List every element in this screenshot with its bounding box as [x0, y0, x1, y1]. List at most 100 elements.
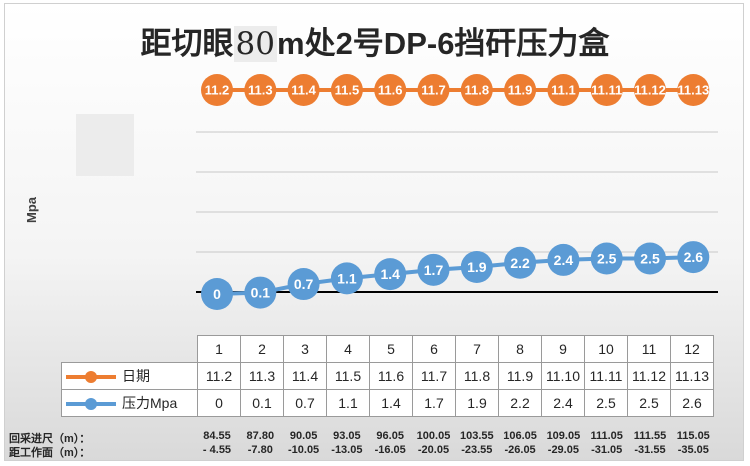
- point-pressure-1: [201, 278, 233, 310]
- point-date-7: [460, 74, 493, 106]
- blank-placeholder-box: [76, 114, 134, 176]
- table-header-cell-12: 12: [670, 335, 714, 363]
- footer-advance-label: 回采进尺（m）：: [9, 433, 91, 445]
- table-header-cell-10: 10: [584, 335, 628, 363]
- footer-distance-value-2: -7.80: [247, 444, 273, 456]
- table-row-label-pressure: 压力Mpa: [61, 389, 198, 417]
- point-pressure-5: [374, 258, 407, 291]
- data-label-pressure-9: 2.4: [554, 252, 574, 268]
- point-pressure-4: [330, 262, 363, 295]
- data-label-date-5: 11.6: [378, 83, 403, 98]
- chart-title-part-1: 距切眼: [140, 26, 234, 61]
- point-pressure-10: [590, 242, 623, 275]
- data-label-date-7: 11.8: [465, 83, 490, 98]
- data-label-pressure-4: 1.1: [337, 270, 357, 286]
- table-cell-date-1: 11.2: [197, 362, 241, 390]
- data-label-date-9: 11.1: [551, 83, 576, 98]
- data-label-pressure-2: 0.1: [251, 285, 271, 301]
- table-cell-date-4: 11.5: [326, 362, 370, 390]
- table-row-label-date: 日期: [61, 362, 198, 390]
- data-label-pressure-5: 1.4: [380, 266, 400, 282]
- footer-distance-value-9: -29.05: [547, 444, 579, 456]
- data-label-date-4: 11.5: [335, 83, 360, 98]
- table-header-cell-1: 1: [197, 335, 241, 363]
- table-cell-date-8: 11.9: [498, 362, 542, 390]
- footer-distance-label: 距工作面（m）：: [9, 447, 91, 459]
- table-row-pressure: 压力Mpa 0 0.1 0.7 1.1 1.4 1.7 1.9 2.2 2.4 2.5 2.5 2.6: [61, 389, 714, 417]
- data-label-date-6: 11.7: [421, 83, 446, 98]
- point-pressure-2: [244, 276, 277, 309]
- data-label-date-2: 11.3: [248, 83, 273, 98]
- data-label-pressure-8: 2.2: [510, 255, 530, 271]
- footer-distance-value-11: -31.55: [634, 444, 666, 456]
- chart-title-distance: 80: [233, 26, 277, 62]
- data-label-pressure-1: 0: [213, 286, 221, 302]
- footer-distance-value-1: - 4.55: [202, 444, 232, 456]
- table-row-date: 日期 11.2 11.3 11.4 11.5 11.6 11.7 11.8 11.9 11.10…: [61, 362, 714, 390]
- footer-distance-value-6: -20.05: [417, 444, 450, 456]
- chart-title-part-2: m处2号DP-6挡矸压力盒: [277, 26, 610, 61]
- footer-distance-value-7: -23.55: [461, 444, 493, 456]
- table-cell-pressure-3: 0.7: [283, 389, 327, 417]
- legend-key-pressure-marker: [85, 398, 97, 411]
- data-label-pressure-11: 2.5: [640, 251, 660, 267]
- data-label-date-12: 11.13: [677, 83, 709, 98]
- table-header-cell-8: 8: [498, 335, 542, 363]
- footer-advance-value-12: 115.05: [676, 430, 710, 442]
- table-cell-date-5: 11.6: [369, 362, 413, 390]
- point-date-5: [374, 74, 407, 106]
- table-cell-date-2: 11.3: [240, 362, 284, 390]
- data-table: 1 2 3 4 5 6 7 8 9 10 11 12 日期 11.2 11.3 11.4 11.5 11.6 1…: [61, 335, 714, 417]
- point-date-3: [287, 74, 320, 106]
- point-date-8: [504, 74, 537, 106]
- table-header-cell-9: 9: [541, 335, 585, 363]
- data-label-pressure-3: 0.7: [294, 276, 314, 292]
- point-pressure-7: [460, 251, 493, 284]
- footer-advance-value-7: 103.55: [459, 430, 494, 442]
- legend-key-date: [66, 371, 116, 384]
- table-cell-pressure-10: 2.5: [584, 389, 628, 417]
- point-pressure-11: [634, 242, 666, 275]
- chart-title: 距切眼80m处2号DP-6挡矸压力盒: [0, 18, 750, 63]
- table-cell-pressure-7: 1.9: [455, 389, 499, 417]
- footer-distance-value-4: -13.05: [331, 444, 363, 456]
- footer-advance-value-6: 100.05: [416, 430, 451, 442]
- table-cell-date-3: 11.4: [283, 362, 327, 390]
- point-date-6: [417, 74, 450, 106]
- footer-advance-value-4: 93.05: [333, 430, 361, 442]
- table-cell-pressure-9: 2.4: [541, 389, 585, 417]
- footer-distance-value-10: -31.05: [591, 444, 623, 456]
- chart-frame: [4, 3, 744, 461]
- table-header-cell-4: 4: [326, 335, 370, 363]
- footer-advance-value-10: 111.05: [590, 430, 623, 442]
- table-cell-pressure-6: 1.7: [412, 389, 456, 417]
- point-date-4: [330, 74, 363, 106]
- data-label-pressure-12: 2.6: [684, 249, 704, 265]
- data-label-pressure-6: 1.7: [424, 262, 444, 278]
- footer-advance-value-2: 87.80: [246, 430, 275, 442]
- legend-label-pressure: 压力Mpa: [122, 395, 178, 411]
- data-label-pressure-7: 1.9: [467, 259, 487, 275]
- data-label-date-3: 11.4: [291, 83, 316, 98]
- footer-advance-value-5: 96.05: [376, 430, 404, 442]
- table-cell-pressure-8: 2.2: [498, 389, 542, 417]
- footer-distance-value-12: -35.05: [677, 444, 709, 456]
- point-pressure-9: [547, 243, 580, 276]
- data-label-date-10: 11.11: [591, 83, 622, 98]
- data-label-pressure-10: 2.5: [597, 251, 617, 267]
- table-cell-date-6: 11.7: [412, 362, 456, 390]
- table-header-cell-11: 11: [627, 335, 671, 363]
- footer-advance-value-1: 84.55: [203, 430, 231, 442]
- point-date-1: [201, 74, 233, 106]
- footer-advance-value-3: 90.05: [289, 430, 318, 442]
- footer-advance-value-11: 111.55: [633, 430, 667, 442]
- point-date-10: [590, 74, 623, 106]
- table-header-cell-7: 7: [455, 335, 499, 363]
- table-cell-date-7: 11.8: [455, 362, 499, 390]
- point-pressure-8: [504, 246, 537, 279]
- table-cell-pressure-12: 2.6: [670, 389, 714, 417]
- point-pressure-12: [677, 241, 710, 274]
- data-label-date-8: 11.9: [508, 83, 533, 98]
- point-pressure-6: [417, 253, 450, 286]
- table-cell-pressure-11: 2.5: [627, 389, 671, 417]
